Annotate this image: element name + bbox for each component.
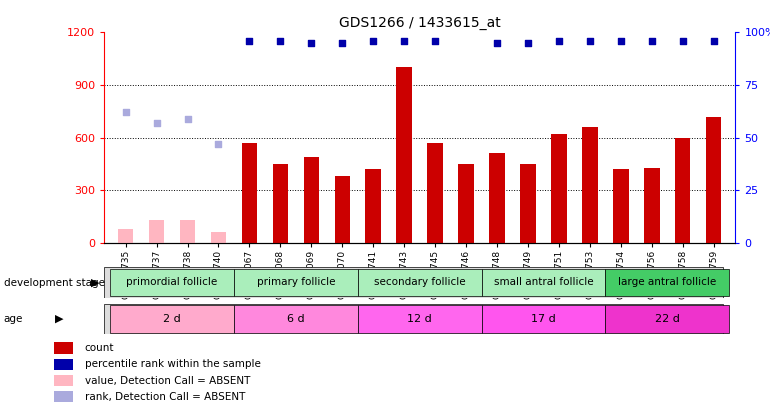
Text: count: count [85,343,114,353]
Bar [481,305,605,333]
Bar [358,305,481,333]
Bar [582,127,598,243]
Bar [489,153,505,243]
Point [490,40,503,46]
Point [677,38,689,44]
Text: secondary follicle: secondary follicle [374,277,465,288]
Text: development stage: development stage [4,278,105,288]
Bar [179,220,196,243]
Point [708,38,720,44]
Text: primary follicle: primary follicle [256,277,335,288]
Point [522,40,534,46]
Point [614,38,627,44]
Point [213,141,225,147]
Point [305,40,317,46]
Bar [644,168,660,243]
Bar [211,232,226,243]
Text: 6 d: 6 d [287,314,305,324]
Text: rank, Detection Call = ABSENT: rank, Detection Call = ABSENT [85,392,245,402]
Bar [397,68,412,243]
Title: GDS1266 / 1433615_at: GDS1266 / 1433615_at [339,16,500,30]
Point [584,38,596,44]
Bar [234,305,358,333]
Point [367,38,380,44]
Text: ▶: ▶ [55,314,64,324]
Bar [242,143,257,243]
Text: ▶: ▶ [91,278,99,288]
Bar [613,169,628,243]
Text: 22 d: 22 d [654,314,680,324]
Text: value, Detection Call = ABSENT: value, Detection Call = ABSENT [85,375,250,386]
Text: 12 d: 12 d [407,314,432,324]
Bar [110,269,234,296]
Point [119,109,132,116]
Bar [234,269,358,296]
Bar [118,229,133,243]
Bar [303,157,319,243]
Text: percentile rank within the sample: percentile rank within the sample [85,359,260,369]
Text: primordial follicle: primordial follicle [126,277,218,288]
Text: age: age [4,314,23,324]
Bar [551,134,567,243]
Bar [458,164,474,243]
Point [243,38,256,44]
Point [182,115,194,122]
Bar [706,117,721,243]
Bar [54,358,73,370]
Bar [605,305,729,333]
Point [429,38,441,44]
Bar [481,269,605,296]
Point [150,120,162,126]
Bar [334,176,350,243]
Point [274,38,286,44]
Bar [54,342,73,354]
Point [398,38,410,44]
Bar [110,305,234,333]
Bar [605,269,729,296]
Bar [521,164,536,243]
Point [336,40,349,46]
Bar [54,375,73,386]
Bar [427,143,443,243]
Text: 17 d: 17 d [531,314,556,324]
Bar [366,169,381,243]
Bar [54,391,73,403]
Text: small antral follicle: small antral follicle [494,277,593,288]
Bar [149,220,164,243]
Text: large antral follicle: large antral follicle [618,277,716,288]
Bar [358,269,481,296]
Point [553,38,565,44]
Text: 2 d: 2 d [163,314,181,324]
Bar [273,164,288,243]
Bar [675,138,691,243]
Point [645,38,658,44]
